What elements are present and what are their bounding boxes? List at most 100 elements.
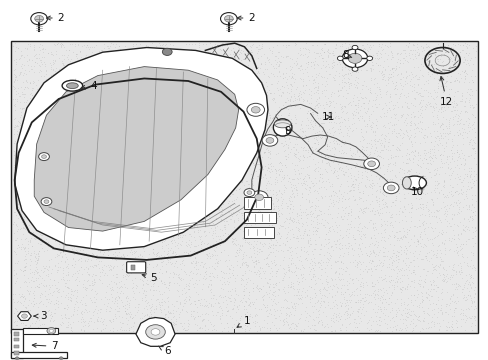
Point: [131, 180, 139, 186]
Point: [367, 258, 375, 264]
Point: [118, 233, 126, 239]
Point: [332, 302, 340, 308]
Point: [420, 150, 427, 156]
Point: [405, 82, 413, 87]
Point: [52, 233, 60, 238]
Point: [188, 270, 196, 276]
Point: [194, 122, 202, 128]
Point: [122, 199, 130, 205]
Point: [426, 154, 434, 159]
Point: [422, 199, 430, 205]
Point: [270, 296, 278, 302]
Point: [148, 292, 156, 298]
Point: [284, 262, 292, 267]
Point: [21, 245, 29, 251]
Point: [160, 51, 168, 57]
Point: [261, 115, 268, 121]
Point: [265, 270, 273, 276]
Point: [400, 167, 407, 173]
Point: [250, 196, 258, 202]
Point: [264, 284, 272, 289]
Point: [297, 262, 305, 267]
Point: [429, 282, 437, 288]
Point: [286, 244, 294, 249]
Point: [288, 75, 296, 81]
Point: [287, 121, 295, 126]
Point: [139, 123, 146, 129]
Point: [221, 224, 228, 230]
Point: [152, 180, 160, 186]
Point: [265, 243, 273, 248]
Point: [310, 286, 318, 292]
Point: [432, 208, 440, 214]
Point: [116, 86, 123, 92]
Point: [450, 175, 458, 180]
Point: [432, 129, 440, 134]
Point: [289, 312, 297, 318]
Point: [210, 85, 218, 91]
Point: [306, 60, 314, 66]
Point: [300, 289, 308, 294]
Point: [229, 240, 237, 246]
Point: [313, 297, 321, 302]
Point: [79, 316, 86, 321]
Point: [102, 43, 110, 49]
Point: [248, 314, 256, 320]
Point: [61, 251, 68, 257]
Point: [171, 163, 179, 169]
Point: [289, 152, 297, 158]
Point: [266, 230, 274, 236]
Point: [128, 136, 136, 142]
Point: [174, 253, 182, 258]
Point: [243, 190, 251, 195]
Point: [51, 193, 59, 198]
Point: [266, 236, 274, 242]
Point: [80, 181, 88, 186]
Point: [448, 307, 456, 313]
Point: [431, 54, 439, 60]
Point: [330, 328, 338, 333]
Point: [234, 186, 242, 192]
Point: [81, 97, 88, 103]
Point: [181, 121, 188, 126]
Point: [197, 216, 205, 221]
Point: [246, 136, 254, 142]
Point: [178, 130, 185, 135]
Point: [407, 83, 415, 89]
Point: [431, 65, 439, 71]
Point: [108, 67, 116, 73]
Point: [171, 126, 179, 131]
Point: [314, 100, 322, 105]
Point: [419, 97, 427, 103]
Point: [436, 156, 444, 162]
Point: [24, 275, 32, 281]
Point: [415, 300, 423, 306]
Point: [353, 264, 361, 270]
Point: [397, 312, 405, 318]
Point: [403, 80, 410, 86]
Point: [285, 216, 293, 222]
Point: [386, 255, 394, 260]
Point: [447, 191, 454, 197]
Point: [244, 49, 252, 55]
Point: [399, 209, 407, 215]
Point: [229, 219, 237, 224]
Point: [244, 275, 252, 281]
Point: [222, 218, 230, 224]
Point: [256, 208, 264, 214]
Point: [220, 172, 227, 178]
Point: [365, 152, 373, 157]
Point: [370, 235, 378, 240]
Point: [268, 213, 276, 219]
Point: [415, 67, 423, 72]
Point: [409, 279, 417, 284]
Point: [109, 103, 117, 109]
Point: [382, 204, 390, 210]
Point: [97, 72, 104, 78]
Point: [60, 238, 67, 244]
Point: [67, 298, 75, 303]
Point: [368, 62, 376, 68]
Point: [264, 161, 272, 167]
Point: [74, 42, 81, 48]
Point: [468, 79, 476, 85]
